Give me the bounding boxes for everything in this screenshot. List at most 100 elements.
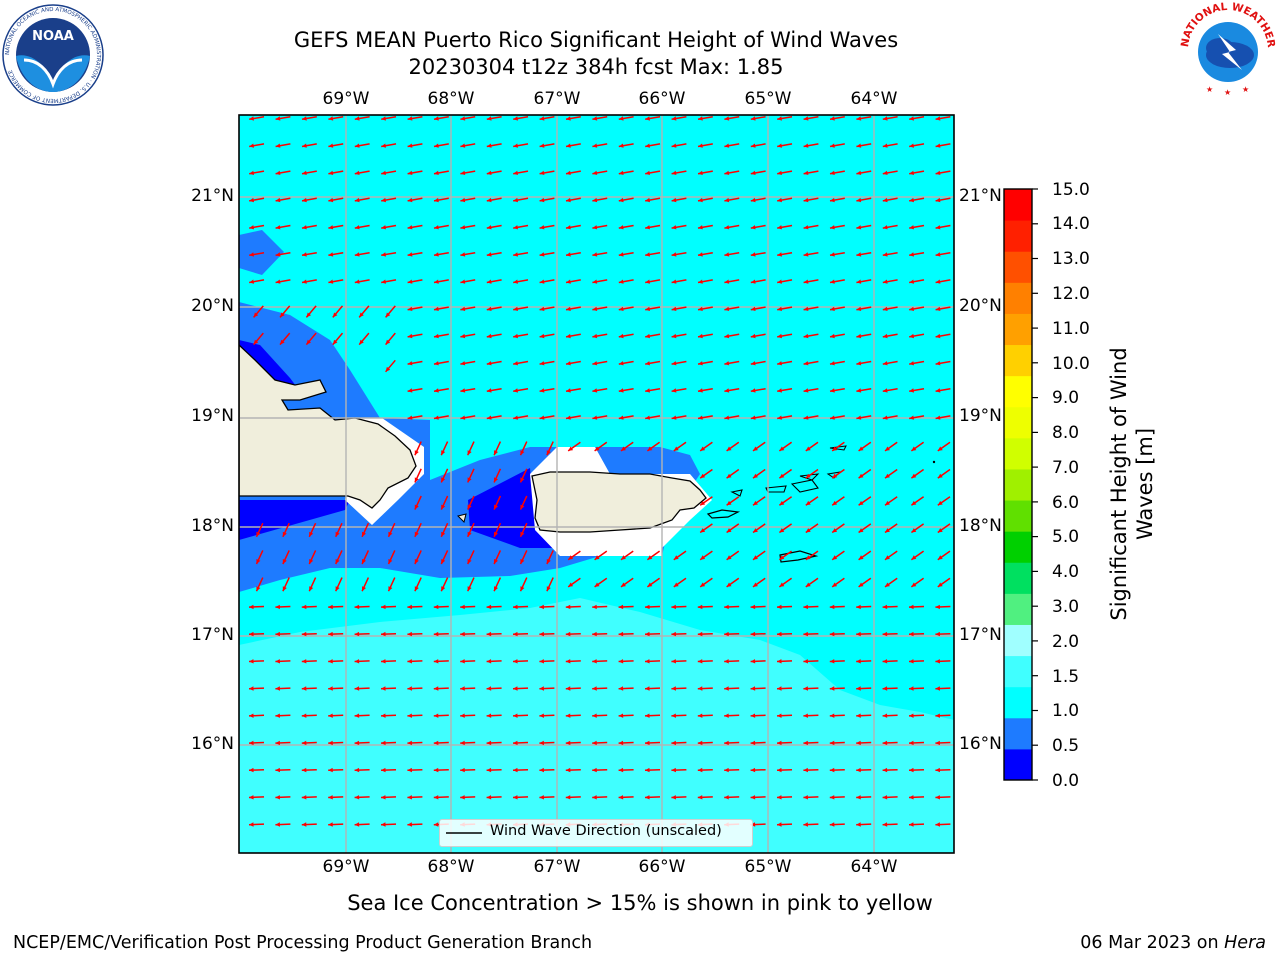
wave-direction-arrowhead [388, 531, 393, 537]
wave-direction-arrowhead [671, 740, 676, 746]
wave-direction-arrowhead [282, 559, 287, 564]
wave-direction-arrowhead [935, 686, 940, 691]
wave-direction-arrowhead [486, 197, 492, 203]
wave-direction-arrowhead [777, 333, 782, 339]
wave-direction-arrowhead [885, 555, 890, 560]
wave-direction-arrowhead [539, 170, 545, 175]
wave-direction-arrowhead [882, 116, 888, 121]
wave-direction-arrowhead [832, 473, 838, 479]
wave-direction-arrowhead [309, 586, 314, 592]
wave-direction-arrowhead [301, 686, 307, 691]
wave-direction-arrowhead [539, 116, 545, 121]
wave-direction-arrowhead [856, 415, 862, 420]
wave-direction-arrowhead [280, 339, 285, 345]
wave-direction-arrowhead [592, 686, 597, 691]
svg-text:★: ★ [1242, 85, 1249, 94]
wave-direction-arrowhead [434, 333, 439, 339]
wave-direction-arrowhead [354, 767, 360, 773]
lat-label-right-17n: 17°N [959, 625, 1002, 645]
colorbar-tick-0.5: 0.5 [1052, 736, 1080, 756]
wave-direction-arrowhead [414, 559, 419, 564]
colorbar-swatch [1004, 437, 1032, 470]
wave-direction-arrowhead [671, 713, 676, 718]
wave-direction-arrowhead [724, 713, 729, 718]
wave-direction-arrowhead [724, 116, 730, 121]
wave-direction-arrowhead [414, 450, 419, 456]
wave-direction-arrowhead [935, 306, 941, 311]
wave-direction-arrowhead [829, 631, 835, 637]
wave-direction-arrowhead [724, 197, 730, 203]
wave-direction-arrowhead [777, 279, 782, 284]
wave-direction-arrowhead [494, 477, 498, 483]
colorbar-tick-15: 15.0 [1052, 180, 1090, 200]
wave-direction-arrowhead [700, 555, 706, 560]
wave-direction-arrowhead [520, 504, 525, 510]
wave-direction-arrowhead [546, 586, 551, 592]
wave-direction-arrowhead [513, 415, 518, 420]
wave-direction-arrowhead [460, 388, 466, 393]
wave-direction-arrowhead [434, 279, 439, 284]
wave-direction-arrowhead [882, 767, 888, 773]
wave-direction-arrowhead [460, 795, 465, 800]
wave-direction-arrowhead [407, 767, 412, 773]
wave-direction-arrowhead [856, 388, 862, 393]
wave-direction-arrowhead [858, 446, 864, 451]
wave-direction-arrowhead [856, 686, 861, 691]
wave-direction-arrowhead [354, 170, 360, 175]
wave-direction-arrowhead [803, 116, 809, 121]
wave-direction-arrowhead [618, 659, 624, 664]
wave-direction-arrowhead [750, 795, 756, 800]
wave-direction-arrowhead [486, 361, 492, 366]
wave-direction-arrowhead [645, 631, 650, 637]
colorbar [1003, 188, 1038, 781]
colorbar-tick-6: 6.0 [1052, 493, 1080, 513]
wave-direction-arrowhead [414, 477, 419, 483]
wave-direction-arrowhead [618, 306, 624, 311]
wave-direction-arrowhead [700, 582, 706, 587]
vieques-island [706, 509, 741, 519]
wave-direction-arrowhead [700, 473, 706, 479]
wave-direction-arrowhead [698, 361, 703, 366]
lon-label-bottom-68w: 68°W [427, 857, 475, 877]
wave-direction-arrowhead [309, 531, 314, 537]
wave-direction-arrowhead [354, 822, 360, 827]
wave-direction-arrowhead [565, 795, 571, 800]
wave-direction-arrowhead [779, 446, 785, 451]
wave-direction-arrowhead [434, 170, 439, 175]
wave-direction-arrowhead [697, 631, 703, 637]
wave-direction-arrowhead [856, 306, 862, 311]
wave-direction-arrowhead [698, 279, 703, 284]
lat-label-right-16n: 16°N [959, 734, 1002, 754]
wave-direction-arrowhead [354, 279, 360, 284]
wave-direction-arrowhead [467, 586, 472, 592]
svg-text:★: ★ [1206, 85, 1213, 94]
wave-direction-arrowhead [460, 740, 465, 746]
wave-direction-arrowhead [301, 822, 307, 827]
wave-direction-arrowhead [494, 586, 498, 592]
wave-direction-arrowhead [832, 528, 838, 533]
wave-direction-arrowhead [645, 170, 650, 175]
nws-logo: NATIONAL WEATHER SERVICE ★ ★ ★ [1178, 0, 1277, 98]
lat-label-right-20n: 20°N [959, 296, 1002, 316]
wave-direction-arrowhead [671, 767, 676, 773]
wave-direction-arrowhead [700, 528, 706, 533]
wave-direction-arrowhead [566, 170, 571, 175]
wave-direction-arrowhead [750, 361, 756, 366]
wave-direction-arrowhead [486, 143, 492, 148]
wave-direction-arrowhead [750, 631, 756, 637]
wave-direction-arrowhead [460, 631, 465, 637]
wave-direction-arrowhead [882, 822, 888, 827]
wave-direction-arrowhead [882, 225, 888, 230]
wave-direction-arrowhead [513, 116, 518, 121]
lon-label-top-69w: 69°W [322, 89, 370, 109]
wave-direction-arrowhead [301, 713, 307, 718]
wave-direction-arrowhead [433, 767, 439, 773]
wave-direction-arrowhead [381, 225, 386, 230]
wave-direction-arrowhead [830, 333, 835, 339]
wave-direction-arrowhead [566, 143, 571, 148]
wave-direction-arrowhead [302, 225, 307, 230]
wave-direction-arrowhead [618, 415, 624, 420]
wave-direction-arrowhead [856, 170, 862, 175]
wave-direction-arrowhead [750, 225, 756, 230]
wave-direction-arrowhead [805, 446, 811, 451]
